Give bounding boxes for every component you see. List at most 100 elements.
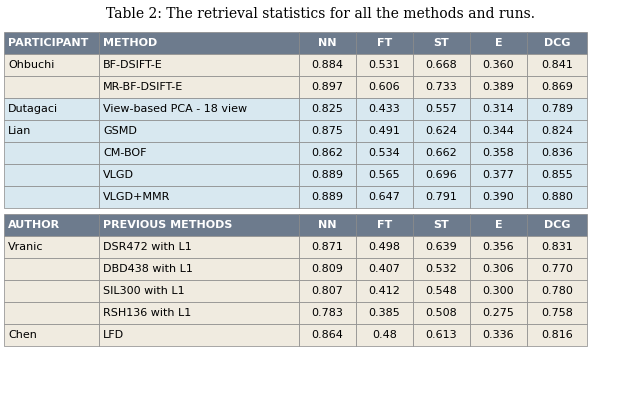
Bar [99,214,299,236]
Bar [356,32,413,54]
Text: 0.613: 0.613 [426,330,458,340]
Text: DCG: DCG [544,38,570,48]
Text: 0.816: 0.816 [541,330,573,340]
Bar [99,142,299,164]
Text: 0.377: 0.377 [483,170,515,180]
Bar [4,32,99,54]
Bar [99,302,299,324]
Text: 0.360: 0.360 [483,60,515,70]
Bar [413,186,470,208]
Text: 0.531: 0.531 [369,60,400,70]
Bar [299,98,356,120]
Bar [4,76,99,98]
Bar [527,324,587,346]
Text: MR-BF-DSIFT-E: MR-BF-DSIFT-E [103,82,183,92]
Bar [4,324,99,346]
Bar [356,186,413,208]
Bar [356,142,413,164]
Bar [413,76,470,98]
Text: 0.662: 0.662 [426,148,458,158]
Text: 0.824: 0.824 [541,126,573,136]
Bar [413,164,470,186]
Text: 0.758: 0.758 [541,308,573,318]
Bar [470,120,527,142]
Text: 0.606: 0.606 [369,82,400,92]
Text: 0.789: 0.789 [541,104,573,114]
Text: DCG: DCG [544,220,570,230]
Text: 0.275: 0.275 [483,308,515,318]
Text: 0.869: 0.869 [541,82,573,92]
Bar [299,324,356,346]
Text: 0.770: 0.770 [541,264,573,274]
Bar [413,258,470,280]
Text: 0.548: 0.548 [426,286,458,296]
Text: 0.875: 0.875 [312,126,344,136]
Text: 0.809: 0.809 [312,264,344,274]
Bar [299,120,356,142]
Bar [4,164,99,186]
Text: 0.389: 0.389 [483,82,515,92]
Bar [470,258,527,280]
Bar [99,164,299,186]
Bar [527,120,587,142]
Bar [99,98,299,120]
Bar [4,54,99,76]
Bar [99,54,299,76]
Text: View-based PCA - 18 view: View-based PCA - 18 view [103,104,247,114]
Text: E: E [495,38,502,48]
Text: 0.565: 0.565 [369,170,400,180]
Bar [413,280,470,302]
Bar [99,186,299,208]
Text: VLGD: VLGD [103,170,134,180]
Bar [527,258,587,280]
Bar [527,280,587,302]
Text: 0.841: 0.841 [541,60,573,70]
Text: 0.791: 0.791 [426,192,458,202]
Text: 0.508: 0.508 [426,308,458,318]
Bar [356,98,413,120]
Bar [299,236,356,258]
Text: DSR472 with L1: DSR472 with L1 [103,242,192,252]
Text: VLGD+MMR: VLGD+MMR [103,192,170,202]
Text: Dutagaci: Dutagaci [8,104,58,114]
Bar [99,120,299,142]
Bar [470,280,527,302]
Text: 0.880: 0.880 [541,192,573,202]
Bar [99,32,299,54]
Bar [4,120,99,142]
Text: 0.668: 0.668 [426,60,458,70]
Text: 0.639: 0.639 [426,242,458,252]
Text: 0.836: 0.836 [541,148,573,158]
Bar [356,302,413,324]
Bar [413,120,470,142]
Text: BF-DSIFT-E: BF-DSIFT-E [103,60,163,70]
Bar [299,142,356,164]
Text: 0.696: 0.696 [426,170,458,180]
Bar [470,164,527,186]
Text: ST: ST [434,220,449,230]
Text: 0.306: 0.306 [483,264,515,274]
Text: SIL300 with L1: SIL300 with L1 [103,286,184,296]
Text: 0.783: 0.783 [312,308,344,318]
Text: 0.358: 0.358 [483,148,515,158]
Bar [527,32,587,54]
Text: 0.532: 0.532 [426,264,458,274]
Text: 0.825: 0.825 [312,104,344,114]
Text: 0.557: 0.557 [426,104,458,114]
Text: 0.733: 0.733 [426,82,458,92]
Bar [470,324,527,346]
Text: 0.491: 0.491 [369,126,401,136]
Bar [99,76,299,98]
Text: PARTICIPANT: PARTICIPANT [8,38,88,48]
Bar [356,236,413,258]
Text: RSH136 with L1: RSH136 with L1 [103,308,191,318]
Bar [4,142,99,164]
Bar [413,32,470,54]
Text: 0.390: 0.390 [483,192,515,202]
Text: 0.884: 0.884 [312,60,344,70]
Bar [299,302,356,324]
Text: Ohbuchi: Ohbuchi [8,60,54,70]
Bar [470,236,527,258]
Text: 0.407: 0.407 [369,264,401,274]
Bar [527,302,587,324]
